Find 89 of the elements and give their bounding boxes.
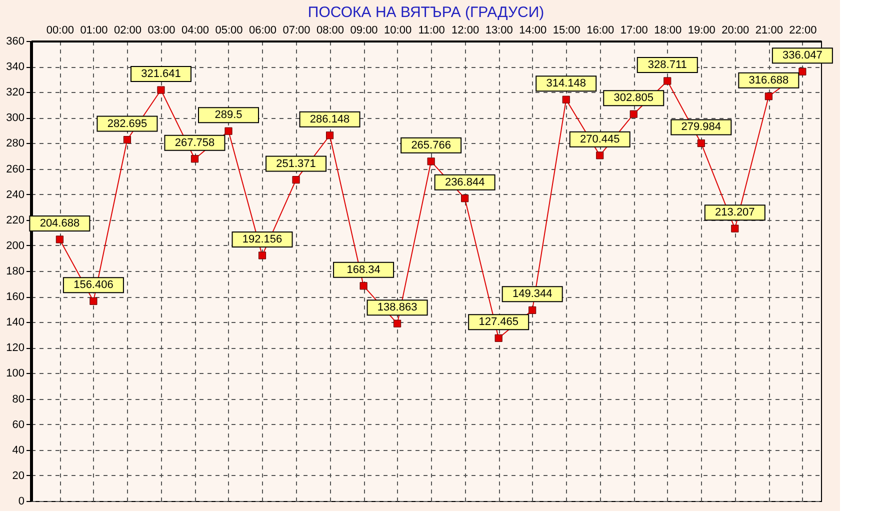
x-tick-label: 04:00 xyxy=(181,24,210,36)
y-tick-label: 60 xyxy=(12,418,24,431)
y-tick-label: 0 xyxy=(18,496,24,508)
x-tick-label: 11:00 xyxy=(418,24,445,36)
x-tick-label: 12:00 xyxy=(452,24,480,36)
x-tick-label: 05:00 xyxy=(215,24,243,36)
data-label: 156.406 xyxy=(74,279,114,292)
data-label: 302.805 xyxy=(614,92,654,104)
data-label: 267.758 xyxy=(174,136,215,149)
x-tick-label: 02:00 xyxy=(114,24,142,36)
point xyxy=(90,297,98,305)
point xyxy=(494,334,502,342)
x-tick-label: 21:00 xyxy=(755,24,783,36)
x-tick-label: 01:00 xyxy=(80,24,108,36)
point xyxy=(224,127,232,135)
point xyxy=(664,77,672,85)
data-label: 138.863 xyxy=(377,302,418,314)
x-tick-label: 00:00 xyxy=(46,24,74,36)
y-tick-label: 80 xyxy=(12,393,24,406)
y-tick-label: 220 xyxy=(6,214,24,226)
point xyxy=(562,96,570,104)
x-tick-label: 07:00 xyxy=(282,24,310,36)
data-label: 236.844 xyxy=(444,176,485,188)
point xyxy=(157,86,165,94)
data-label: 321.641 xyxy=(141,68,181,80)
y-tick-label: 200 xyxy=(6,240,24,252)
point xyxy=(461,194,469,202)
point xyxy=(798,68,806,76)
data-label: 127.465 xyxy=(478,316,518,328)
point xyxy=(292,176,300,184)
data-label: 316.688 xyxy=(748,74,789,86)
x-tick-label: 10:00 xyxy=(384,24,412,36)
point xyxy=(360,282,368,290)
x-tick-label: 15:00 xyxy=(552,24,580,36)
point xyxy=(596,152,604,160)
data-label: 282.695 xyxy=(107,118,148,130)
data-label: 286.148 xyxy=(310,113,350,126)
data-label: 328.711 xyxy=(648,58,687,71)
point xyxy=(528,306,536,314)
y-tick-label: 180 xyxy=(6,266,24,278)
y-tick-label: 340 xyxy=(6,61,24,74)
point xyxy=(326,132,334,140)
x-tick-label: 16:00 xyxy=(586,24,614,36)
point xyxy=(764,92,772,100)
y-tick-label: 260 xyxy=(6,163,24,176)
data-label: 279.984 xyxy=(681,121,722,134)
x-tick-label: 18:00 xyxy=(654,24,682,36)
x-tick-label: 13:00 xyxy=(485,24,513,36)
y-tick-label: 360 xyxy=(6,36,24,48)
x-tick-label: 22:00 xyxy=(789,24,817,36)
data-label: 168.34 xyxy=(346,264,380,276)
x-tick-label: 19:00 xyxy=(688,24,716,36)
data-label: 149.344 xyxy=(512,288,552,300)
y-tick-label: 320 xyxy=(6,86,24,99)
data-label: 251.371 xyxy=(276,158,316,170)
point xyxy=(123,136,132,144)
y-tick-label: 100 xyxy=(6,368,24,380)
data-label: 336.047 xyxy=(782,50,822,62)
x-tick-label: 17:00 xyxy=(620,24,648,36)
x-tick-label: 03:00 xyxy=(148,24,176,36)
y-tick-label: 140 xyxy=(6,316,24,329)
y-tick-label: 20 xyxy=(12,470,24,482)
x-tick-label: 14:00 xyxy=(519,24,547,36)
y-tick-label: 120 xyxy=(6,342,24,354)
x-tick-label: 09:00 xyxy=(350,24,378,36)
data-label: 204.688 xyxy=(40,217,80,230)
y-tick-label: 40 xyxy=(12,444,24,456)
data-label: 289.5 xyxy=(214,109,242,122)
data-label: 314.148 xyxy=(546,78,586,90)
point xyxy=(258,252,266,260)
chart-title: ПОСОКА НА ВЯТЪРА (ГРАДУСИ) xyxy=(308,4,544,21)
y-tick-label: 240 xyxy=(6,188,24,201)
point xyxy=(190,155,199,163)
point xyxy=(394,320,402,328)
data-label: 270.445 xyxy=(580,133,620,146)
y-tick-label: 280 xyxy=(6,138,24,150)
point xyxy=(731,224,739,232)
point xyxy=(56,236,64,244)
x-tick-label: 20:00 xyxy=(722,24,750,36)
point xyxy=(427,158,435,166)
y-tick-label: 160 xyxy=(6,291,24,304)
data-label: 265.766 xyxy=(411,139,451,152)
data-label: 213.207 xyxy=(715,206,755,219)
point xyxy=(697,139,705,148)
x-tick-label: 08:00 xyxy=(316,24,344,36)
point xyxy=(630,110,638,118)
x-tick-label: 06:00 xyxy=(248,24,277,36)
y-tick-label: 300 xyxy=(6,112,24,124)
data-label: 192.156 xyxy=(242,233,282,246)
